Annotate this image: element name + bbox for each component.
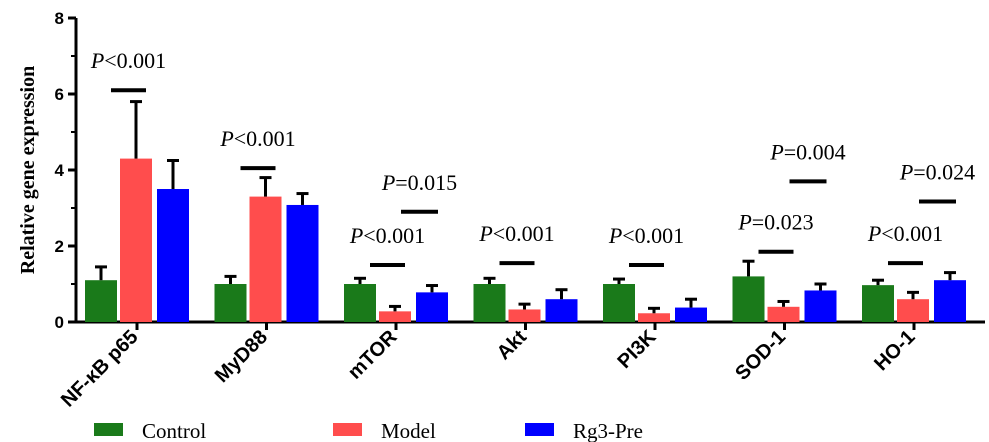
p-value: <0.001 <box>881 221 943 246</box>
bar-model <box>379 311 411 322</box>
p-value: =0.015 <box>395 170 457 195</box>
p-symbol: P <box>769 139 783 164</box>
legend-swatch-rg3-pre <box>525 423 554 436</box>
bar-model <box>508 309 541 322</box>
bar-control <box>214 284 247 322</box>
y-tick-label: 0 <box>55 313 64 332</box>
y-tick-label: 6 <box>55 85 64 104</box>
p-value-label: P<0.001 <box>478 221 554 246</box>
legend-swatch-control <box>94 423 123 436</box>
bar-model <box>767 306 800 322</box>
p-value: =0.023 <box>752 210 814 235</box>
x-tick-label: HO-1 <box>870 326 919 375</box>
bar-model <box>638 313 670 322</box>
p-value: =0.024 <box>913 160 975 185</box>
x-tick-label: Akt <box>493 326 532 365</box>
bar-rg3-pre <box>286 204 319 322</box>
p-value-label: P=0.004 <box>769 139 845 164</box>
legend-label-control: Control <box>142 419 206 442</box>
p-symbol: P <box>381 170 395 195</box>
bar-control <box>344 284 376 322</box>
y-tick-label: 4 <box>55 161 65 180</box>
bar-model <box>249 196 282 322</box>
p-value-label: P<0.001 <box>867 221 943 246</box>
y-tick-label: 2 <box>55 237 64 256</box>
x-tick-label: SOD-1 <box>731 326 790 385</box>
p-value: <0.001 <box>234 126 296 151</box>
bar-control <box>473 284 506 322</box>
p-value-label: P<0.001 <box>608 223 684 248</box>
p-value-label: P<0.001 <box>90 48 166 73</box>
p-symbol: P <box>899 160 913 185</box>
p-value: <0.001 <box>622 223 684 248</box>
p-value-label: P<0.001 <box>349 223 425 248</box>
legend-swatch-model <box>333 423 362 436</box>
y-tick-label: 8 <box>55 9 64 28</box>
p-value-label: P<0.001 <box>219 126 295 151</box>
bar-rg3-pre <box>934 280 966 322</box>
bar-rg3-pre <box>416 292 448 322</box>
p-symbol: P <box>737 210 751 235</box>
bar-control <box>85 280 117 322</box>
x-tick-label: PI3K <box>614 326 661 373</box>
p-value-label: P=0.024 <box>899 160 975 185</box>
legend-label-rg3-pre: Rg3-Pre <box>573 419 643 442</box>
p-value: <0.001 <box>104 48 166 73</box>
p-value-label: P=0.015 <box>381 170 457 195</box>
bar-model <box>897 299 929 322</box>
p-symbol: P <box>608 223 622 248</box>
p-symbol: P <box>349 223 363 248</box>
bar-rg3-pre <box>804 290 837 322</box>
bar-control <box>603 284 635 322</box>
x-tick-label: MyD88 <box>211 326 272 387</box>
x-tick-label: mTOR <box>344 326 402 384</box>
p-symbol: P <box>90 48 104 73</box>
p-value: =0.004 <box>784 139 846 164</box>
p-value: <0.001 <box>493 221 555 246</box>
legend-label-model: Model <box>381 419 436 442</box>
x-tick-label: NF-κB p65 <box>57 326 143 412</box>
p-symbol: P <box>478 221 492 246</box>
bars <box>85 100 966 322</box>
bar-rg3-pre <box>675 307 707 322</box>
legend: Control Model Rg3-Pre <box>94 419 643 442</box>
bar-control <box>862 285 894 322</box>
bar-model <box>120 158 152 322</box>
bar-rg3-pre <box>157 189 189 322</box>
p-value: <0.001 <box>363 223 425 248</box>
p-symbol: P <box>219 126 233 151</box>
p-symbol: P <box>867 221 881 246</box>
bar-control <box>732 276 765 322</box>
p-value-label: P=0.023 <box>737 210 813 235</box>
bar-rg3-pre <box>545 299 578 322</box>
y-axis-label: Relative gene expression <box>17 66 39 275</box>
